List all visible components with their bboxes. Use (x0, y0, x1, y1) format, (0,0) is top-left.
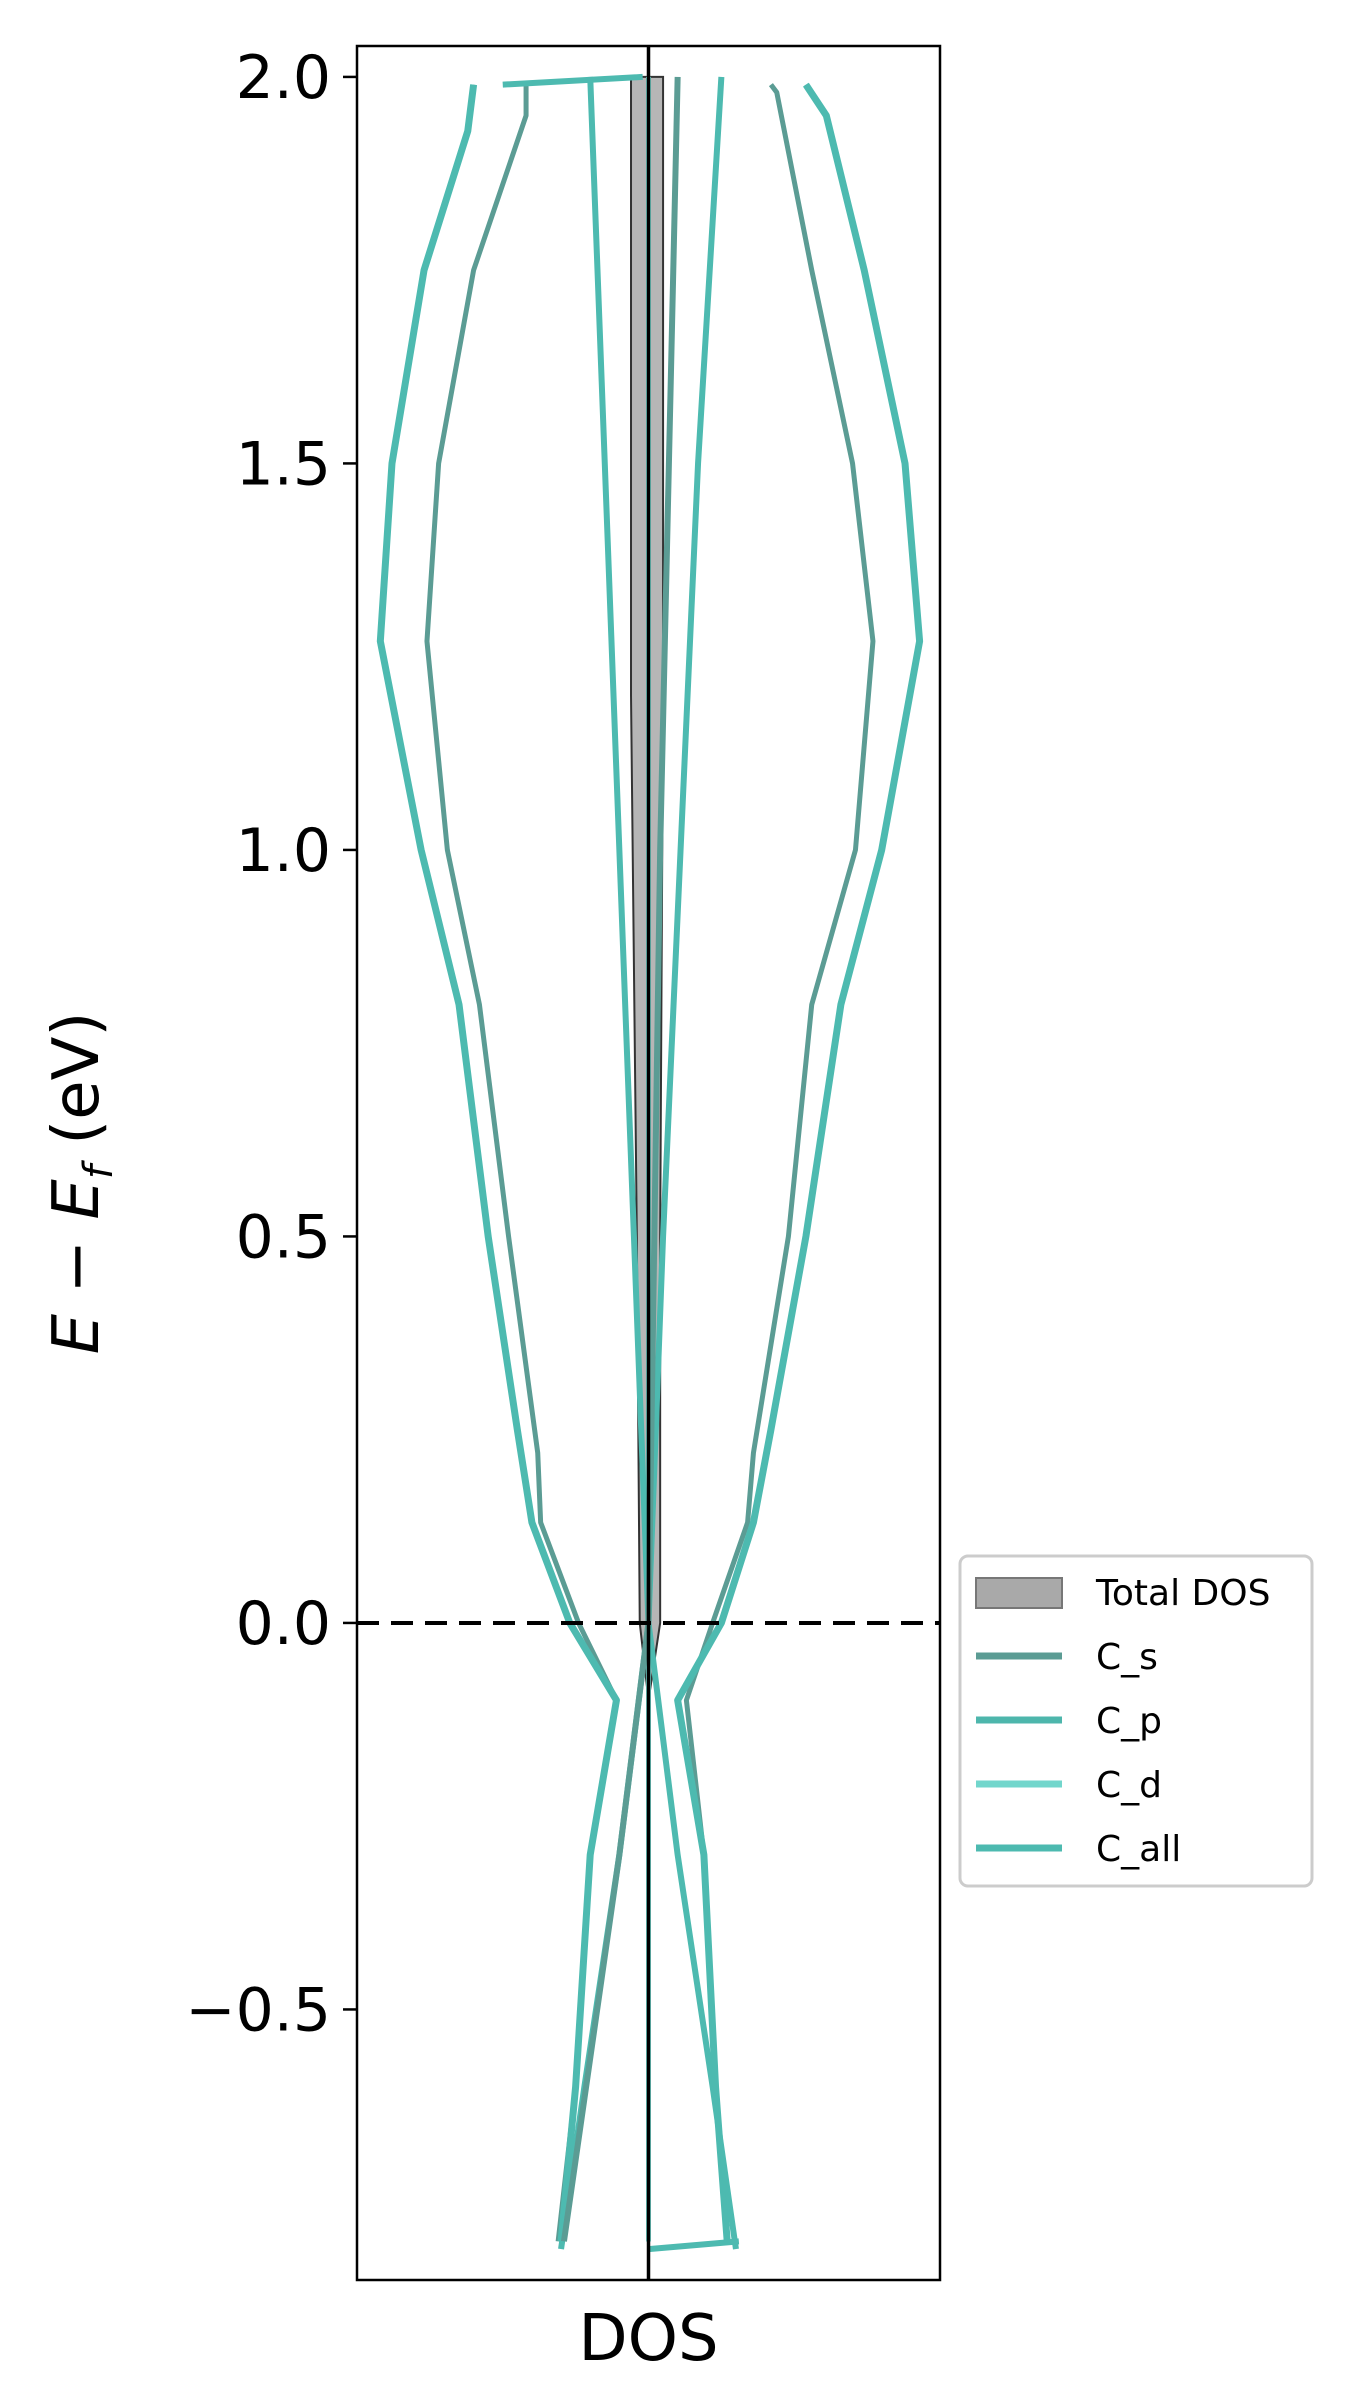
y-label-minus: − (40, 1220, 114, 1314)
plot-marks (376, 73, 924, 2257)
legend-label-total-dos: Total DOS (1095, 1573, 1270, 1614)
legend-label-c-d: C_d (1096, 1765, 1162, 1806)
series-c-all-neg-line (376, 84, 620, 2242)
series-c-p-pos-line (675, 83, 923, 2242)
y-label-unit: (eV) (40, 1012, 114, 1165)
legend-label-c-s: C_s (1096, 1637, 1158, 1678)
y-label-ef: E (40, 1179, 114, 1220)
x-axis-label: DOS (578, 2302, 718, 2376)
legend-box (958, 1554, 1314, 1888)
legend-label-c-p: C_p (1096, 1701, 1162, 1742)
y-tick-label: −0.5 (185, 1975, 331, 2045)
legend-swatch-total-dos (975, 1577, 1063, 1609)
y-tick-label: 0.0 (236, 1589, 331, 1659)
closing-segment-2 (502, 73, 643, 88)
y-tick-label: 1.0 (236, 816, 331, 886)
closing-segment-1 (648, 2238, 740, 2253)
y-tick-label: 2.0 (236, 43, 331, 113)
series-c-all-pos-line (674, 82, 924, 2242)
y-tick-label: 0.5 (236, 1202, 331, 1272)
series-c-s-cross-line-3 (560, 76, 681, 2242)
y-axis-label: E − Ef (eV) (40, 1012, 122, 1355)
y-axis-ticks: −0.5 0.0 0.5 1.0 1.5 2.0 (185, 43, 357, 2045)
series-c-all-cross-line-2 (587, 76, 739, 2250)
y-label-e: E (40, 1313, 114, 1354)
legend-label-c-all: C_all (1096, 1829, 1181, 1870)
legend: Total DOS C_s C_p C_d C_all (958, 1554, 1314, 1888)
y-tick-label: 1.5 (236, 429, 331, 499)
series-c-s-pos-line (683, 83, 876, 2242)
plot-frame (355, 44, 942, 2282)
